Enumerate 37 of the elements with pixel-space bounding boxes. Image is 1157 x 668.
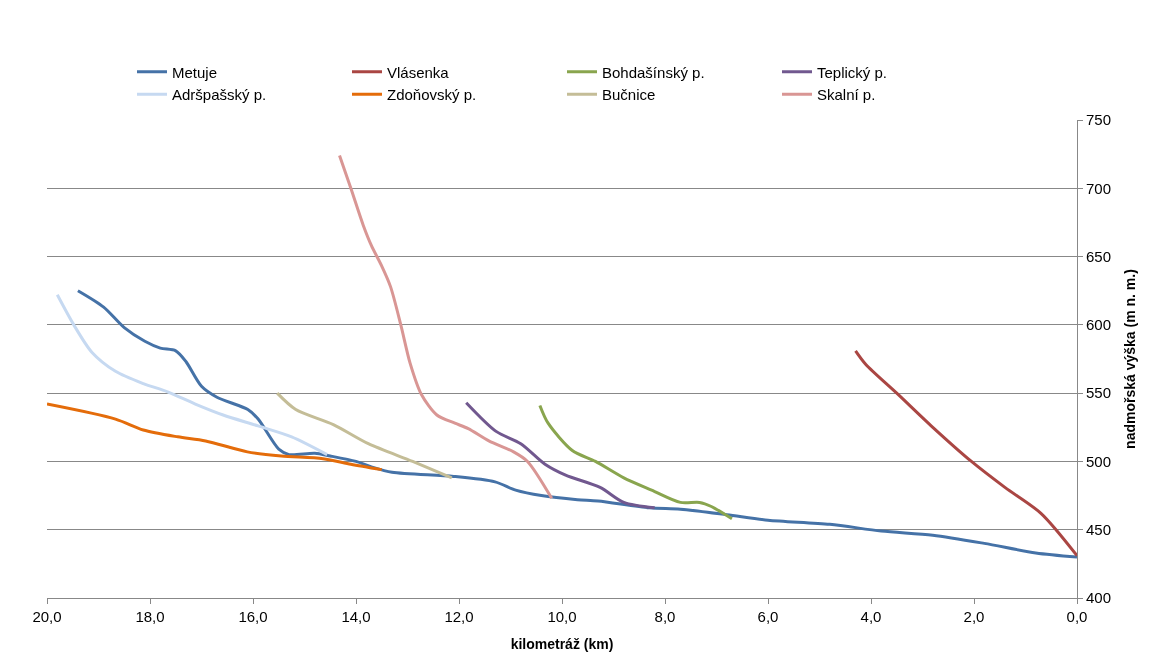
y-axis-title: nadmořská výška (m n. m.) xyxy=(1122,269,1139,449)
x-tick-label: 2,0 xyxy=(963,608,985,625)
x-tick-label: 8,0 xyxy=(654,608,676,625)
y-tick-label: 600 xyxy=(1086,316,1112,334)
x-tick-label: 12,0 xyxy=(444,608,474,625)
y-tick-label: 550 xyxy=(1086,384,1112,402)
y-tick-label: 500 xyxy=(1086,452,1112,470)
legend-label: Skalní p. xyxy=(817,86,876,104)
legend-label: Zdoňovský p. xyxy=(387,86,477,104)
legend-label: Adršpašský p. xyxy=(172,86,267,104)
line-series xyxy=(538,403,734,521)
y-tick-label: 450 xyxy=(1086,520,1112,538)
y-tick-label: 700 xyxy=(1086,179,1112,197)
legend-label: Metuje xyxy=(172,63,218,81)
line-series xyxy=(76,289,1077,559)
x-tick-label: 20,0 xyxy=(32,608,62,625)
y-tick-label: 400 xyxy=(1086,589,1112,607)
line-series xyxy=(338,154,554,500)
line-series xyxy=(55,293,329,457)
line-series xyxy=(464,401,657,510)
y-tick-label: 750 xyxy=(1086,111,1112,129)
line-series xyxy=(47,402,384,472)
legend-label: Vlásenka xyxy=(387,63,450,81)
x-tick-label: 16,0 xyxy=(238,608,268,625)
x-axis-title: kilometráž (km) xyxy=(510,636,614,653)
legend-label: Teplický p. xyxy=(817,63,888,81)
y-tick-label: 650 xyxy=(1086,247,1112,265)
line-series xyxy=(275,391,454,480)
legend-label: Bučnice xyxy=(602,86,656,104)
x-tick-label: 4,0 xyxy=(860,608,882,625)
x-tick-label: 14,0 xyxy=(341,608,371,625)
legend-label: Bohdašínský p. xyxy=(602,63,705,81)
x-tick-label: 10,0 xyxy=(547,608,577,625)
line-series xyxy=(854,349,1077,558)
x-tick-label: 0,0 xyxy=(1066,608,1088,625)
x-tick-label: 6,0 xyxy=(757,608,779,625)
x-tick-label: 18,0 xyxy=(135,608,165,625)
